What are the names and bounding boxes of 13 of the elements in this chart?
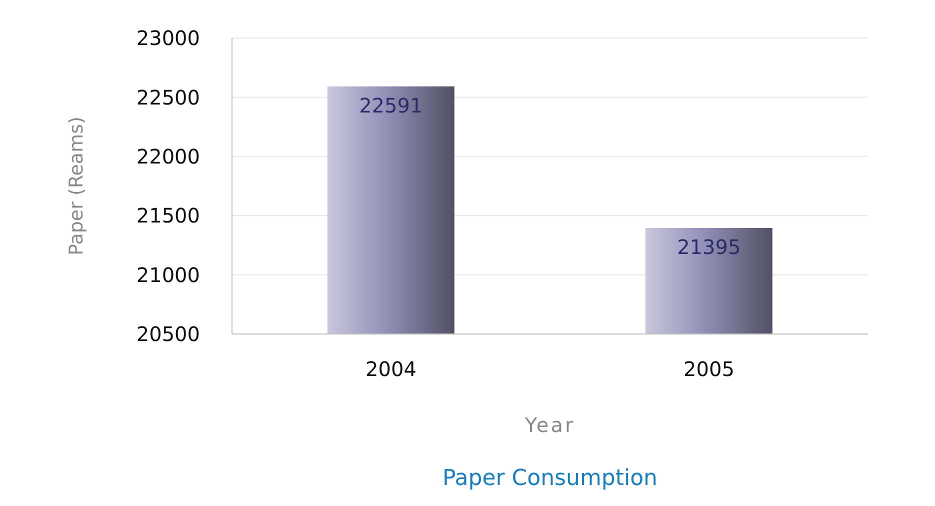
data-label: 21395 [677, 235, 741, 260]
y-tick-label: 21500 [136, 204, 200, 228]
y-tick-label: 20500 [136, 322, 200, 346]
y-tick-label: 21000 [136, 262, 200, 287]
text: Paper Consumption [441, 466, 658, 491]
x-tick-label: 2004 [366, 357, 416, 382]
y-tick-label: 22500 [136, 85, 200, 110]
y-tick-label: 23000 [136, 26, 200, 50]
y-tick-label: 22000 [136, 144, 200, 168]
x-axis-title: Year [524, 413, 576, 437]
x-tick-label: 2005 [684, 357, 734, 382]
data-label: 22591 [359, 94, 423, 118]
y-axis-title: Paper (Reams) [66, 116, 88, 256]
